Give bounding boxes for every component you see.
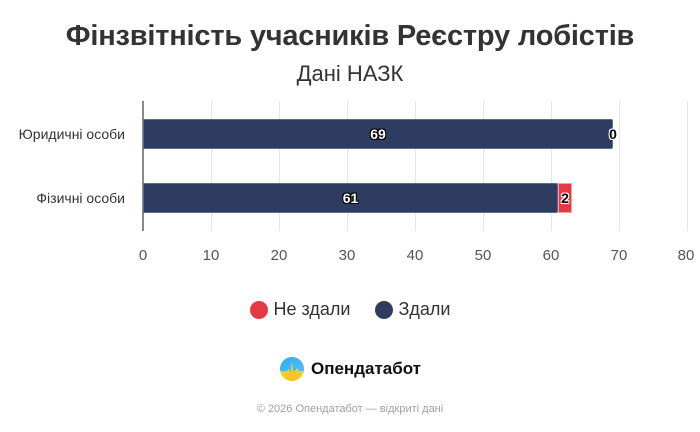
legend-dot-icon	[249, 300, 268, 319]
x-tick-label: 40	[406, 247, 424, 264]
bar-legal-done[interactable]: 69	[143, 119, 613, 149]
plot-area: Юридичні особи 69 0 Фізичні особи 61 2 0…	[18, 101, 695, 264]
x-tick-label: 0	[138, 247, 148, 264]
x-tick-label: 80	[677, 247, 695, 264]
bar-individuals-done[interactable]: 61	[143, 183, 558, 213]
footer-copyright: © 2026 Опендатабот — відкриті дані	[256, 403, 444, 415]
x-tick-label: 70	[610, 247, 628, 264]
bar-individuals-notdone[interactable]: 2	[558, 183, 572, 213]
x-tick-label: 60	[542, 247, 560, 264]
legend-label: Здали	[398, 299, 451, 319]
legend-dot-icon	[374, 300, 393, 319]
brand: Опендатабот	[0, 356, 700, 382]
legend-item-submitted[interactable]: Здали	[374, 299, 451, 320]
bar-legal-notdone-label: 0	[609, 126, 617, 142]
bar-value-label: 2	[561, 190, 569, 206]
legend-item-not-submitted[interactable]: Не здали	[249, 299, 351, 320]
category-label-individuals: Фізичні особи	[36, 190, 125, 206]
gridline-10	[211, 101, 212, 231]
bar-value-label: 69	[370, 126, 386, 142]
gridline-20	[279, 101, 280, 231]
legend: Не здали Здали	[0, 299, 700, 320]
legend-label: Не здали	[273, 299, 351, 319]
chart-title: Фінзвітність учасників Реєстру лобістів	[65, 20, 635, 52]
gridline-50	[483, 101, 484, 231]
opendatabot-logo-icon	[279, 357, 304, 381]
gridline-30	[347, 101, 348, 231]
gridline-40	[415, 101, 416, 231]
gridline-80	[687, 101, 688, 231]
x-tick-label: 20	[270, 247, 288, 264]
brand-name: Опендатабот	[310, 359, 422, 378]
x-tick-label: 50	[474, 247, 492, 264]
x-tick-label: 10	[202, 247, 220, 264]
y-axis-line	[142, 101, 144, 231]
gridline-60	[551, 101, 552, 231]
category-label-legal: Юридичні особи	[18, 126, 125, 142]
bar-value-label: 61	[342, 190, 359, 206]
chart-subtitle: Дані НАЗК	[296, 61, 404, 86]
gridline-70	[619, 101, 620, 231]
x-tick-label: 30	[338, 247, 356, 264]
